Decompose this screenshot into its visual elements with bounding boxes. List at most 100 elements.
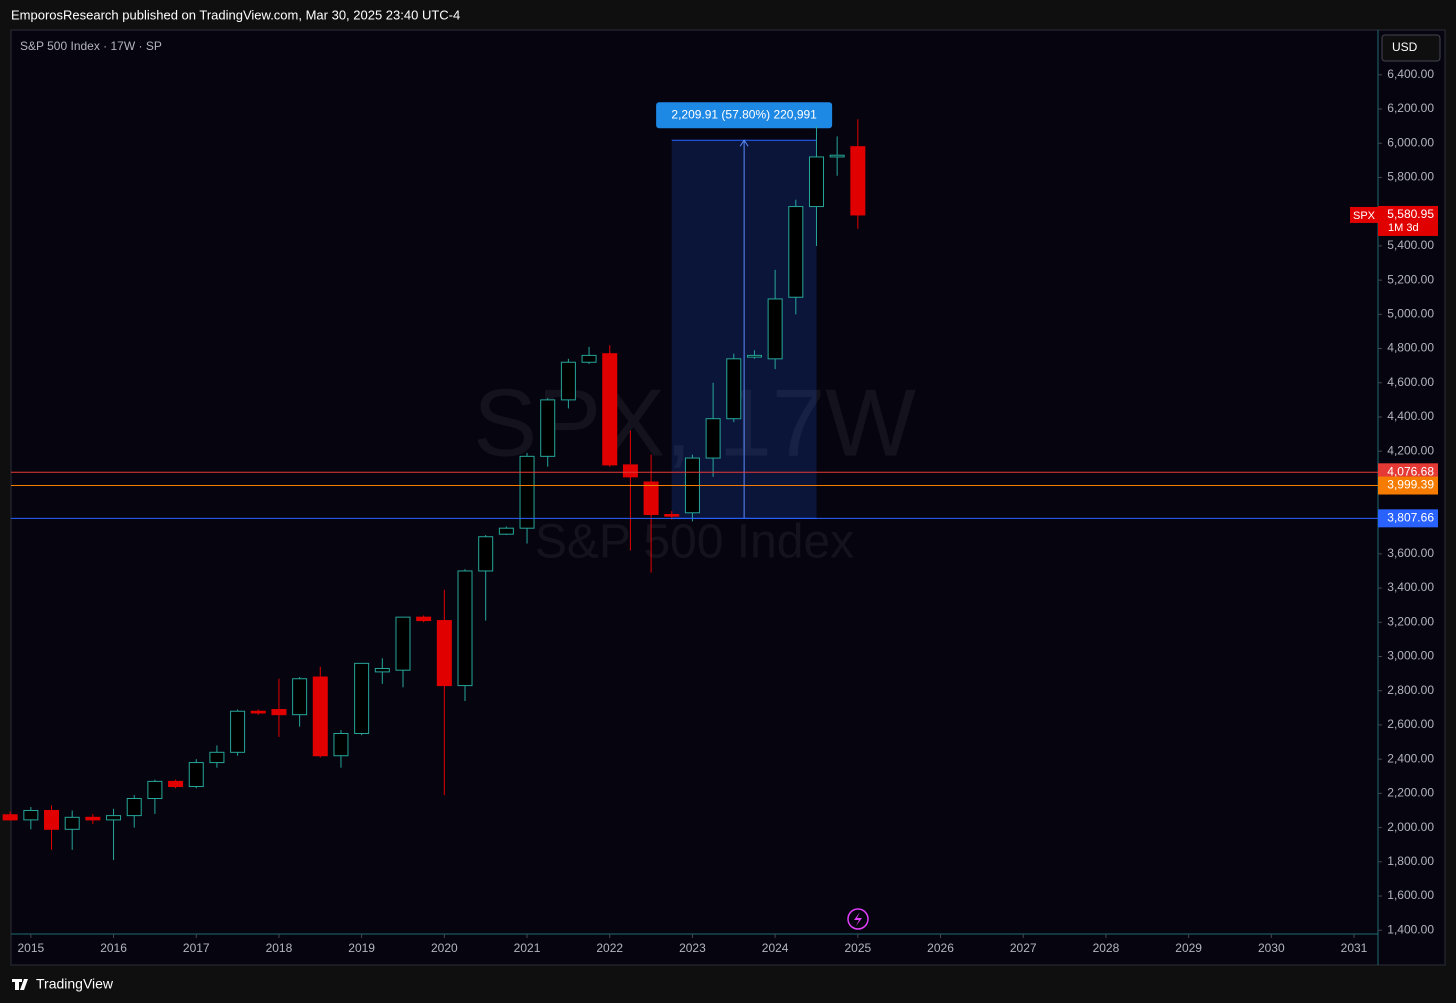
candle-body [767,298,783,360]
candle-body [540,399,556,457]
candle-body [457,570,473,687]
candle-body [560,361,576,401]
x-tick-label: 2017 [183,941,210,955]
candle-body [147,780,163,800]
candle-body [622,464,638,478]
candle-body [209,751,225,764]
y-tick-label: 1,400.00 [1387,922,1434,936]
candle-body [106,815,122,821]
y-tick-label: 6,400.00 [1387,67,1434,81]
candle-body [23,809,39,821]
y-tick-label: 6,200.00 [1387,101,1434,115]
candle-body [829,154,845,158]
candle-body [808,156,824,208]
x-tick-label: 2030 [1258,941,1285,955]
candle-body [519,455,535,529]
y-tick-label: 3,600.00 [1387,546,1434,560]
y-tick-label: 1,800.00 [1387,854,1434,868]
y-tick-label: 2,200.00 [1387,786,1434,800]
y-tick-label: 4,200.00 [1387,443,1434,457]
y-tick-label: 4,800.00 [1387,341,1434,355]
price-label: 3,807.66 [1387,510,1434,524]
x-tick-label: 2027 [1010,941,1037,955]
y-tick-label: 5,200.00 [1387,272,1434,286]
y-tick-label: 5,800.00 [1387,170,1434,184]
last-price: 5,580.95 [1387,207,1434,221]
countdown: 1M 3d [1388,222,1419,234]
y-tick-label: 2,800.00 [1387,683,1434,697]
y-tick-label: 4,600.00 [1387,375,1434,389]
x-tick-label: 2021 [514,941,541,955]
x-tick-label: 2022 [596,941,623,955]
brand: TradingView [36,976,114,992]
candle-body [44,809,60,830]
last-price-marker [1378,205,1438,236]
currency-button[interactable] [1381,34,1441,62]
candle-body [374,667,390,673]
header-text: EmporosResearch published on TradingView… [11,7,460,22]
y-tick-label: 5,000.00 [1387,307,1434,321]
brand-logo [12,979,28,990]
y-tick-label: 2,000.00 [1387,820,1434,834]
y-tick-label: 3,400.00 [1387,580,1434,594]
measure-label-box [656,102,833,129]
y-tick-label: 6,000.00 [1387,135,1434,149]
chart-title: S&P 500 Index · 17W · SP [20,39,162,53]
x-tick-label: 2015 [17,941,44,955]
measure-label: 2,209.91 (57.80%) 220,991 [671,107,817,121]
y-tick-label: 5,400.00 [1387,238,1434,252]
candle-body [478,536,494,572]
candle-body [436,620,452,687]
y-tick-label: 3,000.00 [1387,649,1434,663]
x-tick-label: 2024 [762,941,789,955]
candle-body [292,678,308,716]
candle-body [126,798,142,817]
watermark: S&P 500 Index [535,516,854,569]
candle-body [664,514,680,517]
y-tick-label: 3,200.00 [1387,614,1434,628]
candle-body [602,353,618,466]
x-tick-label: 2016 [100,941,127,955]
x-tick-label: 2018 [266,941,293,955]
x-tick-label: 2019 [348,941,375,955]
candle-body [498,527,514,535]
candle-body [416,616,432,622]
x-tick-label: 2020 [431,941,458,955]
x-tick-label: 2031 [1341,941,1368,955]
candle-body [333,732,349,757]
candle-body [643,481,659,516]
y-tick-label: 1,600.00 [1387,888,1434,902]
alert-icon[interactable] [847,908,869,930]
price-label-box [1378,509,1438,528]
candle-body [85,816,101,821]
price-label: 4,076.68 [1387,464,1434,478]
chart-area [10,29,1446,966]
y-tick-label: 2,600.00 [1387,717,1434,731]
x-tick-label: 2028 [1093,941,1120,955]
candle-body [395,616,411,671]
candle-body [312,676,328,757]
candle-body [705,418,721,459]
candle-body [250,710,266,714]
candle-body [2,814,18,821]
candle-body [581,354,597,363]
candle-body [271,709,287,716]
candle-body [230,710,246,753]
candle-body [188,762,204,788]
candle-body [726,358,742,420]
candle-body [168,780,184,788]
symbol-box [1350,206,1378,223]
y-tick-label: 4,400.00 [1387,409,1434,423]
x-tick-label: 2023 [679,941,706,955]
candle-body [850,146,866,216]
currency[interactable]: USD [1392,40,1418,54]
measure-arrowhead [739,139,749,147]
candle-body [64,816,80,830]
x-tick-label: 2025 [844,941,871,955]
candle-body [788,206,804,298]
symbol: SPX [1353,210,1376,222]
x-tick-label: 2029 [1175,941,1202,955]
price-label-box [1378,476,1438,495]
candle-body [354,662,370,734]
